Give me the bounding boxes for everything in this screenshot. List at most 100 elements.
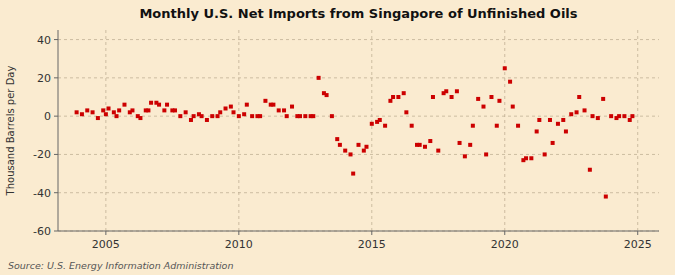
point: [423, 145, 427, 149]
point: [351, 172, 355, 176]
point: [80, 112, 84, 116]
point: [130, 108, 134, 112]
point: [117, 108, 121, 112]
point: [529, 156, 533, 160]
point: [364, 145, 368, 149]
y-tick: [54, 77, 58, 78]
chart: -60-40-200204020052010201520202025Monthl…: [0, 0, 675, 275]
y-tick-label: 20: [37, 72, 51, 85]
point: [237, 114, 241, 118]
source: Source: U.S. Energy Information Administ…: [8, 260, 233, 271]
point: [489, 95, 493, 99]
x-tick: [637, 231, 638, 235]
y-tick: [54, 231, 58, 232]
x-grid-line: [238, 30, 239, 231]
point: [402, 91, 406, 95]
point: [564, 129, 568, 133]
point: [455, 89, 459, 93]
point: [184, 110, 188, 114]
point: [410, 124, 414, 128]
x-tick: [504, 231, 505, 235]
point: [101, 108, 105, 112]
x-tick-label: 2005: [92, 238, 120, 251]
point: [450, 95, 454, 99]
point: [497, 99, 501, 103]
y-tick: [54, 192, 58, 193]
point: [503, 66, 507, 70]
point: [232, 110, 236, 114]
point: [91, 110, 95, 114]
point: [537, 118, 541, 122]
point: [383, 124, 387, 128]
point: [245, 103, 249, 107]
point: [551, 141, 555, 145]
point: [463, 154, 467, 158]
y-axis-line: [58, 30, 59, 231]
point: [362, 149, 366, 153]
x-tick-label: 2025: [624, 238, 652, 251]
point: [218, 110, 222, 114]
point: [173, 108, 177, 112]
point: [338, 143, 342, 147]
point: [216, 114, 220, 118]
point: [330, 114, 334, 118]
y-grid-line: [58, 116, 659, 117]
point: [484, 152, 488, 156]
point: [178, 114, 182, 118]
point: [122, 103, 126, 107]
y-tick-label: -60: [33, 225, 51, 238]
point: [107, 106, 111, 110]
point: [138, 116, 142, 120]
point: [277, 108, 281, 112]
point: [577, 95, 581, 99]
y-tick-label: 0: [44, 110, 51, 123]
point: [115, 114, 119, 118]
title: Monthly U.S. Net Imports from Singapore …: [139, 6, 577, 21]
y-grid-line: [58, 154, 659, 155]
point: [192, 114, 196, 118]
point: [548, 118, 552, 122]
point: [495, 124, 499, 128]
point: [436, 149, 440, 153]
x-tick: [371, 231, 372, 235]
point: [189, 118, 193, 122]
point: [75, 110, 79, 114]
point: [596, 116, 600, 120]
point: [165, 103, 169, 107]
x-tick-label: 2020: [491, 238, 519, 251]
point: [250, 114, 254, 118]
point: [317, 76, 321, 80]
point: [263, 99, 267, 103]
y-tick: [54, 116, 58, 117]
point: [146, 108, 150, 112]
point: [391, 95, 395, 99]
point: [85, 108, 89, 112]
point: [630, 114, 634, 118]
point: [242, 112, 246, 116]
x-grid-line: [371, 30, 372, 231]
point: [588, 168, 592, 172]
point: [431, 95, 435, 99]
point: [569, 112, 573, 116]
x-axis-line: [58, 231, 659, 232]
point: [561, 118, 565, 122]
point: [378, 118, 382, 122]
point: [200, 114, 204, 118]
y-tick-label: -40: [33, 187, 51, 200]
point: [343, 149, 347, 153]
point: [468, 143, 472, 147]
y-grid-line: [58, 231, 659, 232]
point: [444, 89, 448, 93]
x-grid-line: [105, 30, 106, 231]
point: [229, 105, 233, 109]
point: [303, 114, 307, 118]
point: [511, 105, 515, 109]
point: [271, 103, 275, 107]
point: [396, 95, 400, 99]
point: [556, 122, 560, 126]
y-tick: [54, 39, 58, 40]
y-grid-line: [58, 39, 659, 40]
y-tick: [54, 154, 58, 155]
point: [516, 124, 520, 128]
point: [543, 152, 547, 156]
